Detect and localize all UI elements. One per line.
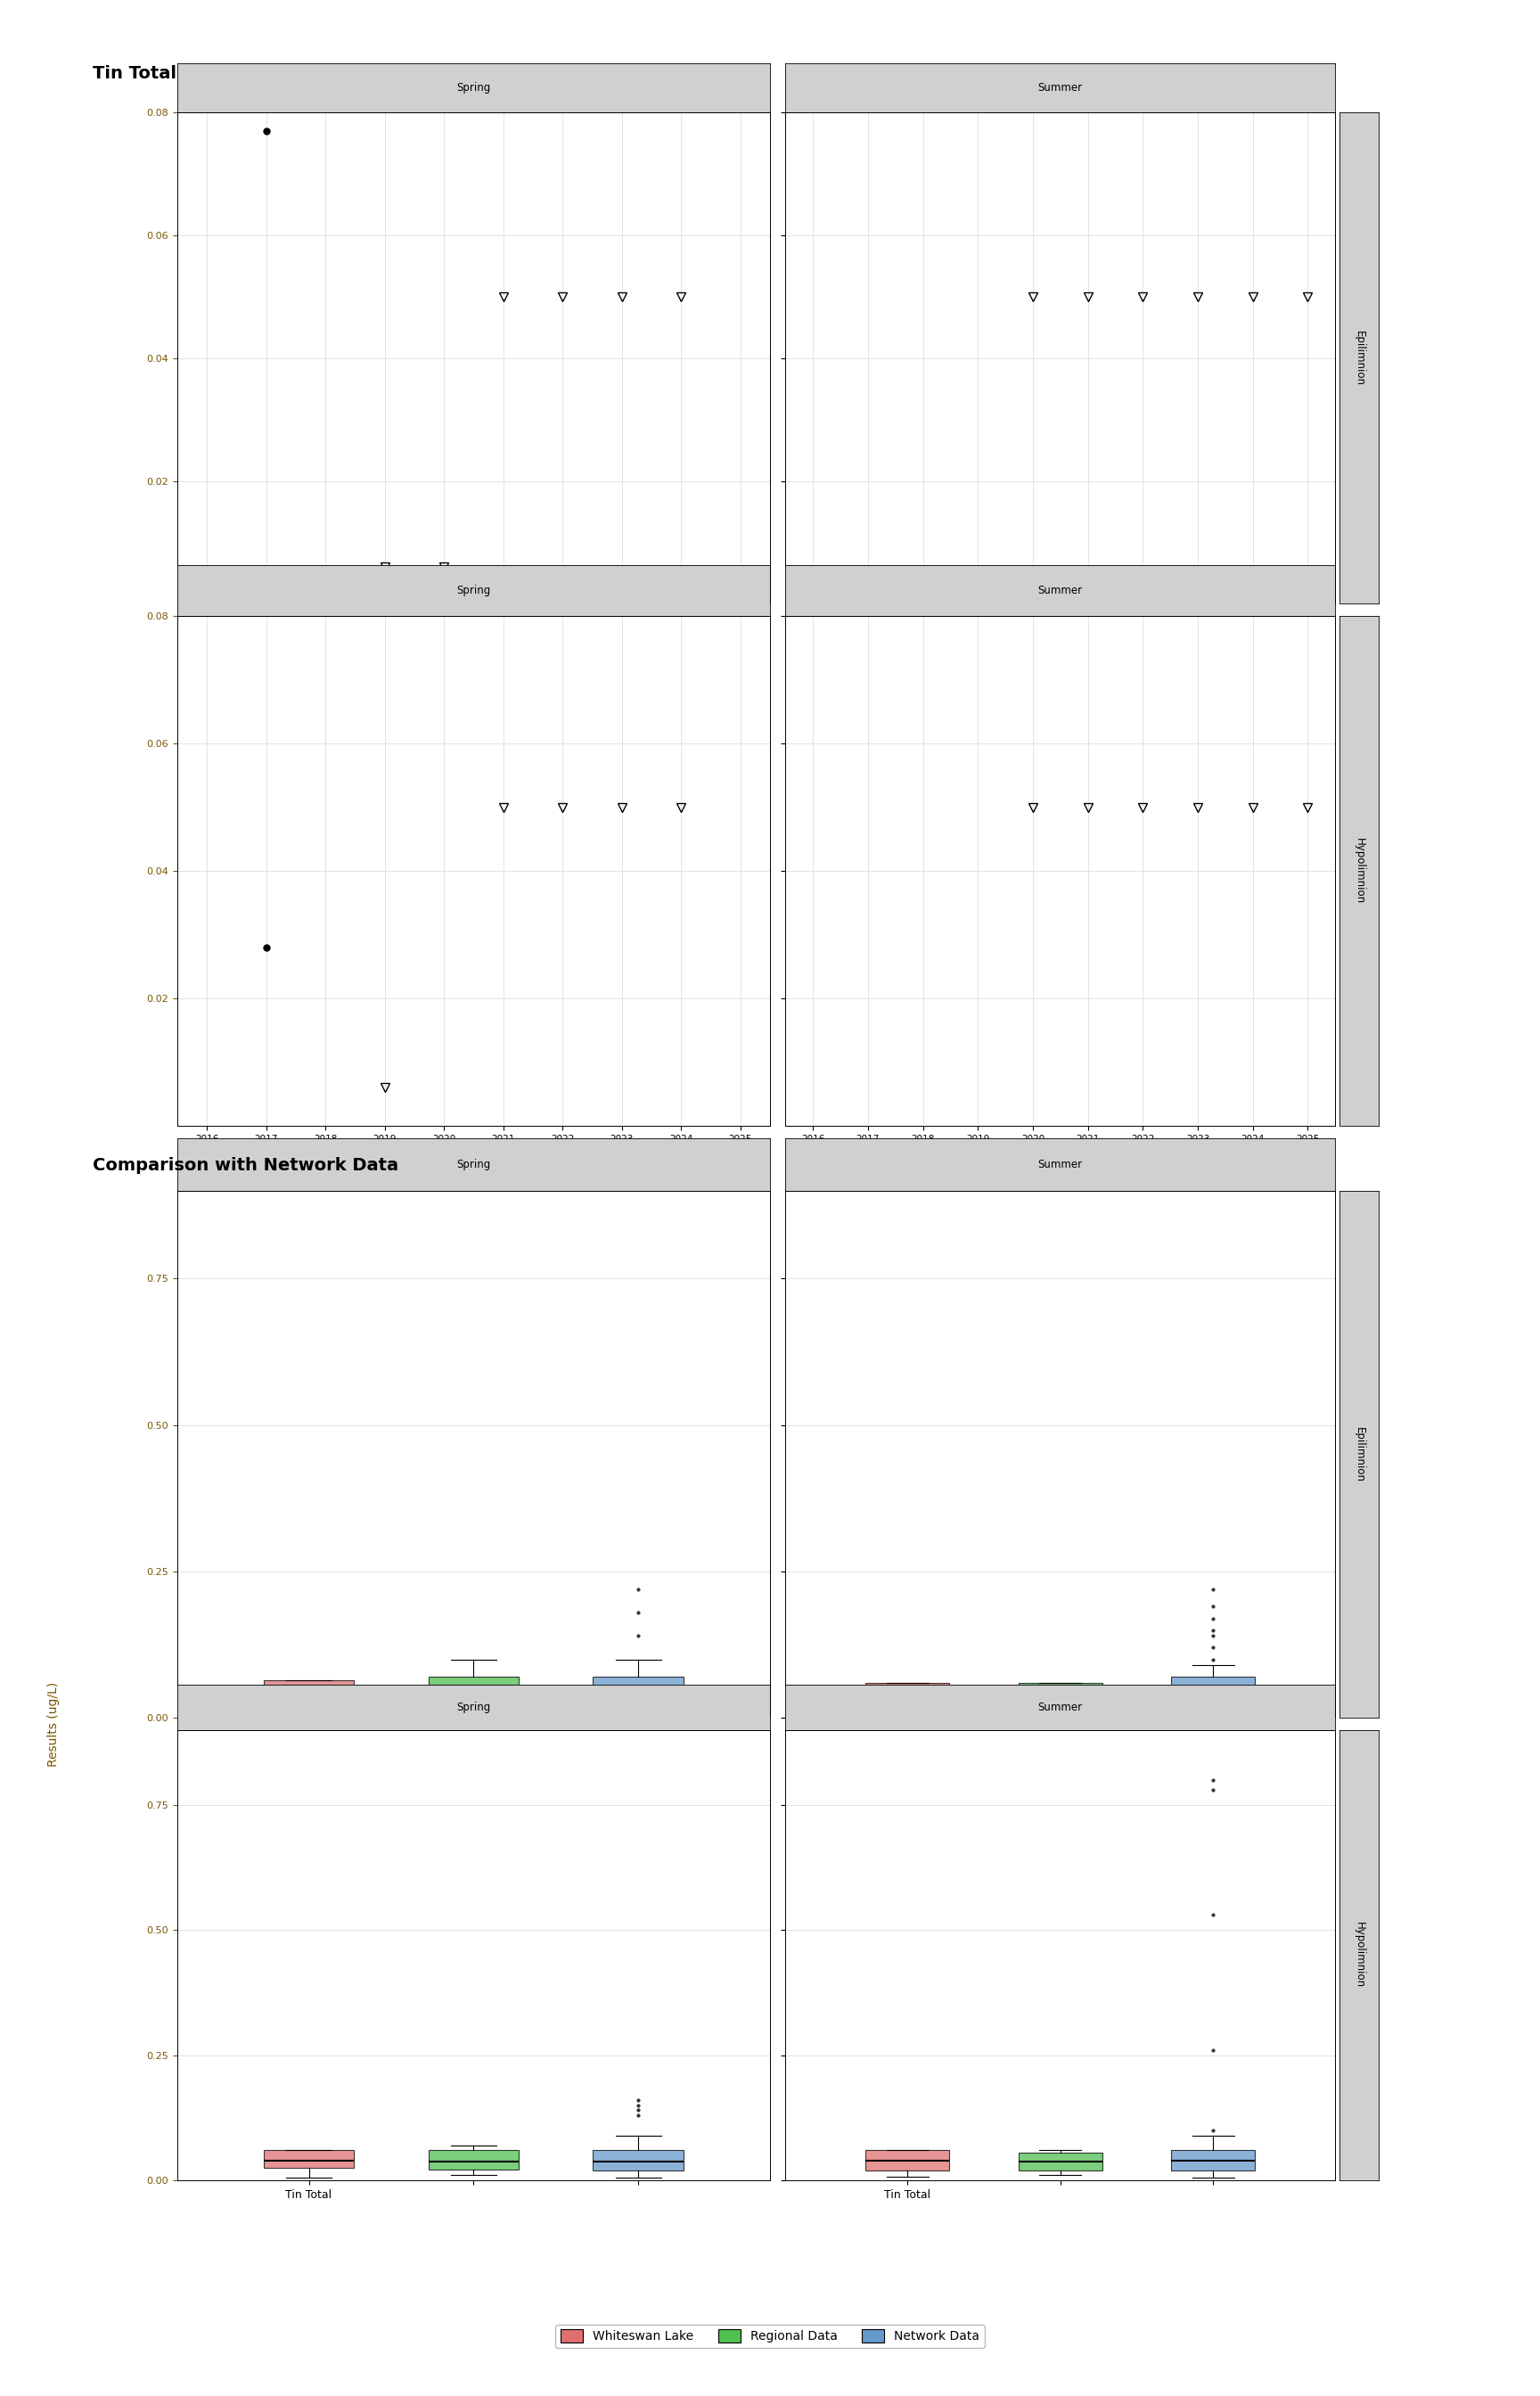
Text: Epilimnion: Epilimnion [1354, 1426, 1364, 1483]
Text: Hypolimnion: Hypolimnion [1354, 839, 1364, 903]
PathPatch shape [1170, 1677, 1255, 1706]
PathPatch shape [593, 1677, 684, 1706]
Text: Results (ug/L): Results (ug/L) [48, 1682, 60, 1766]
PathPatch shape [428, 2149, 519, 2168]
Text: Hypolimnion: Hypolimnion [1354, 1922, 1364, 1989]
PathPatch shape [428, 1677, 519, 1696]
PathPatch shape [1170, 2149, 1255, 2171]
Text: Comparison with Network Data: Comparison with Network Data [92, 1157, 399, 1174]
PathPatch shape [1018, 1682, 1103, 1706]
Text: Tin Total: Tin Total [92, 65, 176, 81]
PathPatch shape [1018, 2154, 1103, 2171]
PathPatch shape [865, 2149, 950, 2171]
Text: Epilimnion: Epilimnion [1354, 331, 1364, 386]
PathPatch shape [865, 1682, 950, 1706]
PathPatch shape [263, 1680, 354, 1694]
PathPatch shape [263, 2149, 354, 2168]
PathPatch shape [593, 2149, 684, 2171]
Legend: Whiteswan Lake, Regional Data, Network Data: Whiteswan Lake, Regional Data, Network D… [556, 2324, 984, 2348]
